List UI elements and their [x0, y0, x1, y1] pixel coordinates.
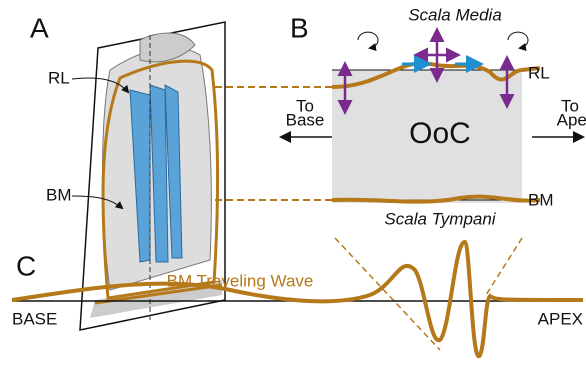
projection [486, 238, 522, 295]
panel-b: B Scala Media RL To Base OoC To Apex BM … [282, 5, 586, 228]
label: BM [528, 190, 554, 209]
letter: B [290, 12, 309, 43]
label: RL [528, 63, 550, 82]
letter: C [16, 250, 36, 281]
rotation [508, 32, 528, 48]
label: OoC [409, 117, 471, 150]
label: APEX [538, 309, 583, 328]
label: BM [46, 185, 72, 204]
label: BASE [12, 309, 57, 328]
rotation [358, 32, 378, 48]
label: Apex [557, 110, 586, 129]
label: BM Traveling Wave [167, 271, 314, 290]
label: RL [48, 68, 70, 87]
letter: A [30, 12, 49, 43]
label: Base [286, 110, 325, 129]
label: Scala Tympani [384, 209, 496, 228]
figure: A RL BM B Scala Media RL To Base OoC To [0, 0, 586, 370]
label: Scala Media [408, 5, 502, 24]
